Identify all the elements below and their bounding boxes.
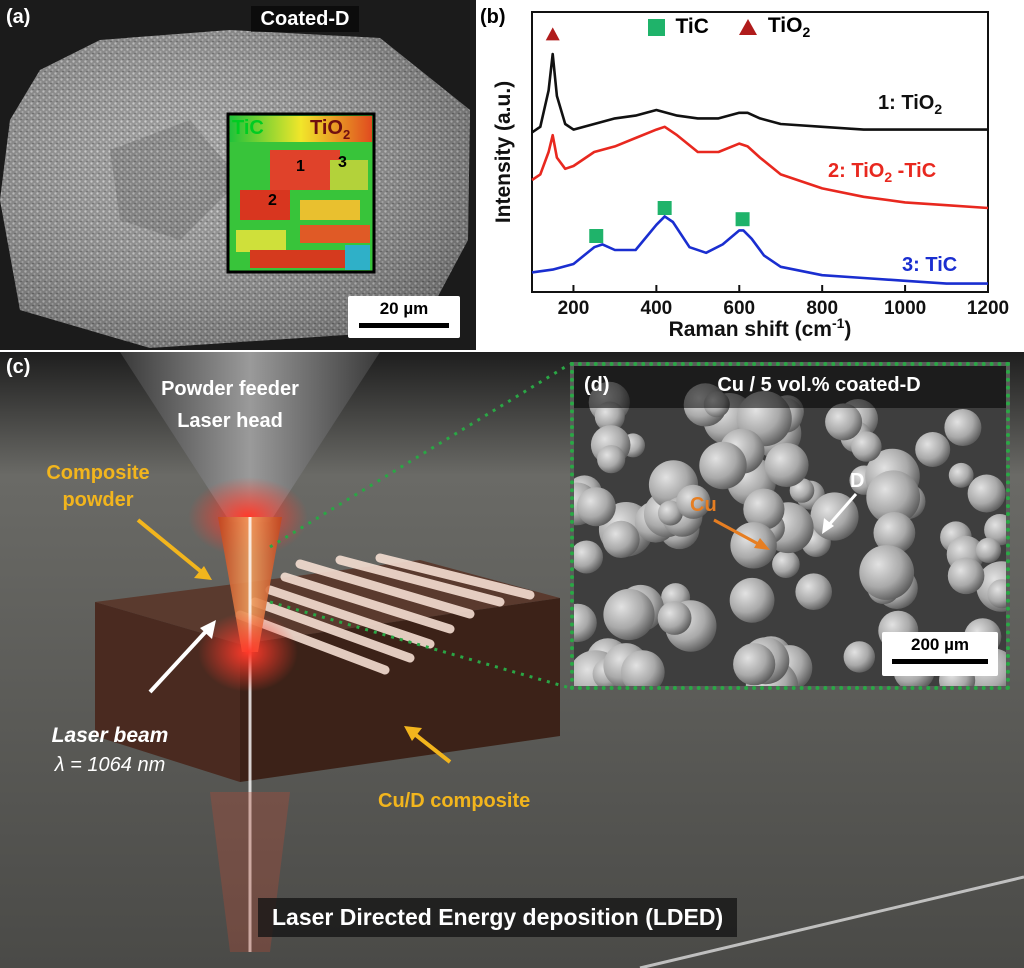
x-tick-label: 600 (723, 298, 755, 319)
curve-label-1: 1: TiO2 (878, 92, 943, 117)
powder-particle (576, 487, 616, 527)
arrow-composite-powder (136, 518, 212, 580)
legend: TiC TiO2 (648, 14, 810, 40)
panel-a-tag: (a) (6, 6, 31, 28)
powder-particle (733, 643, 776, 686)
panel-d-scale-text: 200 µm (911, 635, 969, 654)
laser-beam-label: Laser beam (51, 724, 169, 747)
panel-b-tag: (b) (480, 6, 506, 28)
powder-particle (574, 603, 597, 643)
laser-head-nozzle (120, 352, 380, 522)
panel-a-title-strip: Coated-D (140, 6, 470, 32)
powder-particle (947, 557, 985, 595)
d-arrow (822, 493, 858, 534)
x-axis-label: Raman shift (cm-1) (669, 315, 852, 341)
powder-particle (851, 431, 882, 462)
powder-particle (594, 401, 625, 432)
powder-particle (795, 573, 832, 610)
sem-particle-illustration (0, 30, 470, 348)
scale-line (892, 659, 988, 664)
map-point-3: 3 (338, 154, 347, 171)
panel-a-title: Coated-D (250, 6, 360, 32)
map-point-1: 1 (296, 158, 305, 175)
panel-b-raman-chart: (b) 200 400 600 800 1000 1200 Raman shift (cm-… (476, 0, 1024, 350)
powder-particle (574, 540, 603, 574)
laser-beam-label-block: Laser beam λ = 1064 nm (20, 724, 200, 777)
powder-particle (597, 445, 626, 474)
powder-particle (843, 641, 875, 673)
powder-particle (764, 443, 809, 487)
x-tick-label: 1200 (967, 298, 1009, 319)
curve-label-2: 2: TiO2 -TiC (828, 160, 937, 185)
powder-particle (967, 474, 1006, 513)
powder-particle (866, 470, 921, 525)
legend-tio2-label: TiO2 (767, 14, 811, 41)
powder-particle (676, 484, 711, 519)
tic-peak-marker (657, 201, 672, 215)
powder-particle (873, 512, 916, 554)
curve-label-3: 3: TiC (902, 254, 958, 276)
powder-particle (944, 409, 982, 446)
powder-particle (657, 601, 692, 635)
laser-head-label: Laser head (177, 410, 283, 432)
raman-spectra-plot: 200 400 600 800 1000 1200 Raman shift (cm-1) In… (492, 11, 1009, 341)
panel-a-scale-bar: 20 µm (348, 296, 460, 338)
tio2-peak-marker (545, 27, 560, 41)
x-tick-label: 200 (558, 298, 590, 319)
panel-a-scale-text: 20 µm (379, 299, 429, 318)
series-line-3 (531, 215, 988, 285)
powder-particle (772, 550, 800, 578)
series-line-1 (531, 52, 988, 134)
tic-peak-marker (735, 212, 750, 227)
panel-d-header (574, 366, 1006, 408)
x-tick-label: 800 (806, 298, 838, 319)
deposited-tracks (235, 553, 535, 675)
composite-powder-label: Composite powder (46, 462, 150, 511)
arrow-laser-beam (148, 620, 216, 694)
powder-particle (984, 514, 1006, 546)
legend-tic-label: TiC (675, 15, 709, 39)
powder-particle (825, 403, 863, 441)
legend-tio2-triangle-icon (739, 19, 758, 36)
panel-d-scale-bar: 200 µm (882, 632, 998, 676)
powder-particle (657, 500, 683, 526)
wavelength-label: λ = 1064 nm (54, 754, 166, 776)
powder-particle (699, 441, 747, 490)
powder-particle (603, 588, 655, 641)
scale-line (359, 323, 449, 328)
cu-arrow (713, 518, 770, 550)
cu-label: Cu (690, 494, 717, 516)
map-point-2: 2 (268, 192, 277, 209)
raman-map-inset (226, 112, 376, 274)
panel-d-title: Cu / 5 vol.% coated-D (717, 374, 921, 396)
ldeds-scene (0, 352, 1024, 968)
d-label: D (850, 470, 865, 492)
ldeds-caption: Laser Directed Energy deposition (LDED) (258, 898, 738, 937)
tic-peak-marker (589, 229, 604, 243)
x-tick-label: 400 (641, 298, 673, 319)
panel-c-tag: (c) (6, 356, 31, 378)
arrow-cu-d-composite (404, 726, 452, 764)
panel-a-sem-image: (a) Coated-D TiC TiO2 1 2 3 20 µm (0, 0, 476, 350)
powder-particle (859, 545, 915, 600)
series-line-2 (531, 125, 989, 210)
powder-particle (915, 432, 951, 467)
powder-feeder-label: Powder feeder (161, 378, 299, 400)
legend-tic-square-icon (648, 18, 665, 36)
y-axis-label: Intensity (a.u.) (492, 81, 515, 223)
powder-particle (987, 579, 1006, 609)
powder-particle (975, 537, 1002, 563)
plot-frame (531, 11, 989, 293)
powder-particle (729, 577, 775, 623)
panel-d-powder-sem: (d) Cu / 5 vol.% coated-D Cu D 200 µm (570, 362, 1010, 690)
panel-d-tag: (d) (584, 374, 610, 396)
powder-particle (620, 650, 665, 686)
cu-d-composite-label: Cu/D composite (378, 790, 531, 812)
powder-particle (948, 462, 974, 488)
powder-particle (602, 520, 640, 558)
map-label-tic: TiC (232, 117, 264, 139)
powder-particle (743, 488, 785, 530)
x-tick-label: 1000 (884, 298, 926, 319)
map-label-tio2: TiO2 (310, 117, 351, 142)
